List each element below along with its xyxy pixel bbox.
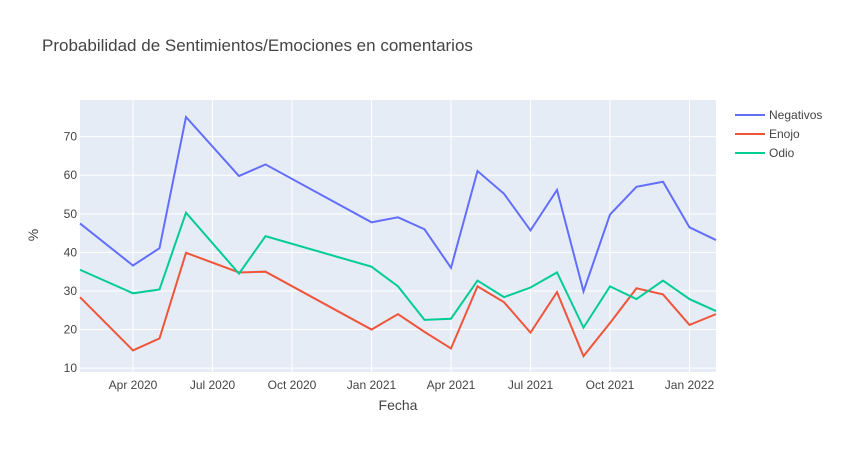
y-axis-title: %: [25, 229, 41, 241]
x-tick-label: Jul 2021: [508, 378, 554, 392]
y-tick-label: 40: [64, 245, 78, 259]
y-tick-label: 60: [64, 168, 78, 182]
y-tick-label: 70: [64, 130, 78, 144]
x-tick-label: Jan 2021: [347, 378, 397, 392]
y-tick-label: 20: [64, 323, 78, 337]
y-tick-label: 50: [64, 207, 78, 221]
x-tick-label: Jul 2020: [190, 378, 236, 392]
line: [79, 114, 717, 295]
y-tick-label: 10: [64, 361, 78, 375]
legend-label: Enojo: [769, 127, 800, 141]
legend-label: Negativos: [769, 108, 822, 122]
x-tick-label: Apr 2021: [427, 378, 476, 392]
x-tick-label: Jan 2022: [665, 378, 715, 392]
x-tick-label: Oct 2020: [268, 378, 317, 392]
y-tick-label: 30: [64, 284, 78, 298]
plot-area: [80, 100, 716, 372]
x-axis-title: Fecha: [379, 397, 418, 413]
line: [79, 251, 717, 359]
line: [79, 210, 717, 330]
x-tick-label: Oct 2021: [586, 378, 635, 392]
x-tick-label: Apr 2020: [109, 378, 158, 392]
legend-label: Odio: [769, 146, 795, 160]
chart-title: Probabilidad de Sentimientos/Emociones e…: [42, 36, 473, 55]
